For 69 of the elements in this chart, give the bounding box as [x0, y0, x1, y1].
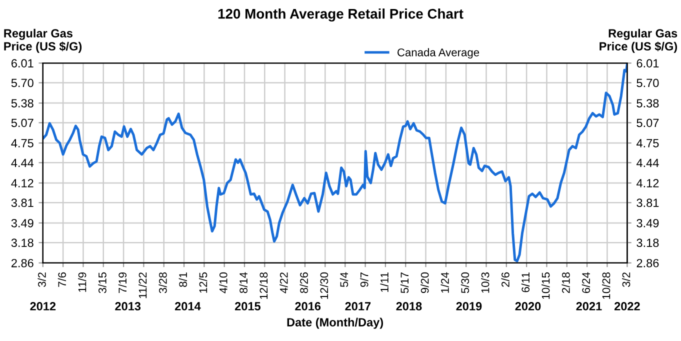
x-tick-label: 10/28 — [602, 272, 610, 299]
x-tick-label: 7/19 — [118, 272, 127, 293]
x-tick-label: 7/6 — [58, 272, 66, 287]
x-tick-label: 3/2 — [622, 272, 630, 287]
x-tick-label: 1/11 — [380, 272, 388, 292]
y-tick-label: 5.70 — [11, 78, 34, 88]
x-tick-label: 1/24 — [440, 272, 449, 293]
x-tick-label: 5/4 — [340, 272, 348, 287]
y2-tick-label: 5.38 — [636, 99, 659, 108]
x-tick-label: 12/5 — [199, 272, 208, 293]
y-tick-label: 4.44 — [11, 158, 34, 167]
y-tick-label: 2.86 — [11, 258, 34, 268]
x-tick-label: 8/14 — [239, 272, 248, 294]
y2-tick-label: 3.81 — [636, 198, 659, 208]
line-series — [42, 63, 628, 262]
x-tick-label: 6/11 — [521, 272, 530, 292]
x2-tick-label: 2014 — [174, 302, 201, 310]
x-axis-title: Date (Month/Day) — [287, 318, 383, 329]
x-tick-label: 5/17 — [400, 272, 409, 294]
y-tick-label: 6.01 — [12, 59, 34, 68]
y2-tick-label: 4.12 — [636, 179, 659, 188]
x-tick-label: 8/26 — [300, 272, 308, 294]
y-tick-label: 5.07 — [11, 118, 34, 128]
x2-tick-label: 2015 — [234, 302, 260, 310]
x-tick-label: 4/22 — [280, 272, 288, 294]
x2-tick-label: 2017 — [345, 302, 371, 310]
y2-tick-label: 4.75 — [636, 139, 659, 148]
x2-tick-label: 2020 — [515, 302, 541, 310]
y2-tick-label: 4.44 — [636, 158, 659, 167]
x-tick-label: 9/20 — [420, 272, 429, 294]
x-tick-label: 11/22 — [138, 272, 147, 298]
x2-tick-label: 2021 — [576, 302, 602, 310]
chart-title: 120 Month Average Retail Price Chart — [218, 8, 464, 22]
x-tick-label: 11/9 — [78, 272, 86, 292]
x2-tick-label: 2022 — [614, 302, 640, 310]
x2-tick-label: 2016 — [295, 302, 321, 310]
x-tick-label: 10/15 — [542, 272, 550, 299]
x-tick-label: 10/3 — [481, 272, 490, 293]
y-tick-label: 3.49 — [11, 218, 34, 228]
y-tick-label: 5.38 — [11, 99, 34, 108]
legend-label: Canada Average — [398, 48, 480, 59]
y2-tick-label: 5.07 — [636, 118, 659, 128]
x-tick-label: 3/28 — [158, 272, 167, 294]
y-tick-label: 3.81 — [11, 198, 34, 208]
y2-tick-label: 3.18 — [636, 238, 659, 248]
y-tick-label: 4.75 — [11, 139, 34, 148]
y2-tick-label: 5.70 — [636, 78, 659, 88]
x-tick-label: 6/24 — [582, 272, 590, 293]
y2-tick-label: 2.86 — [636, 258, 659, 268]
x-tick-label: 2/6 — [501, 272, 510, 287]
x2-tick-label: 2019 — [456, 302, 482, 310]
x-tick-label: 5/30 — [460, 272, 470, 294]
y-tick-label: 3.18 — [11, 238, 34, 248]
y2-axis-title: Regular Gas Price (US $/G) — [600, 28, 678, 53]
x2-tick-label: 2012 — [30, 302, 56, 310]
y-tick-label: 4.12 — [11, 179, 34, 188]
x-tick-label: 12/30 — [320, 272, 328, 299]
x2-tick-label: 2018 — [396, 302, 422, 310]
y-axis-title: Regular Gas Price (US $/G) — [4, 28, 82, 53]
x-tick-label: 3/15 — [98, 272, 106, 294]
x-tick-label: 8/1 — [178, 272, 187, 287]
y2-tick-label: 3.49 — [636, 218, 659, 228]
x-tick-label: 9/7 — [360, 272, 368, 287]
x2-tick-label: 2013 — [115, 302, 141, 310]
x-tick-label: 2/18 — [562, 272, 570, 294]
x-tick-label: 12/18 — [259, 272, 268, 299]
x-tick-label: 3/2 — [38, 272, 46, 287]
y2-tick-label: 6.01 — [636, 59, 659, 68]
x-tick-label: 4/10 — [219, 272, 228, 294]
